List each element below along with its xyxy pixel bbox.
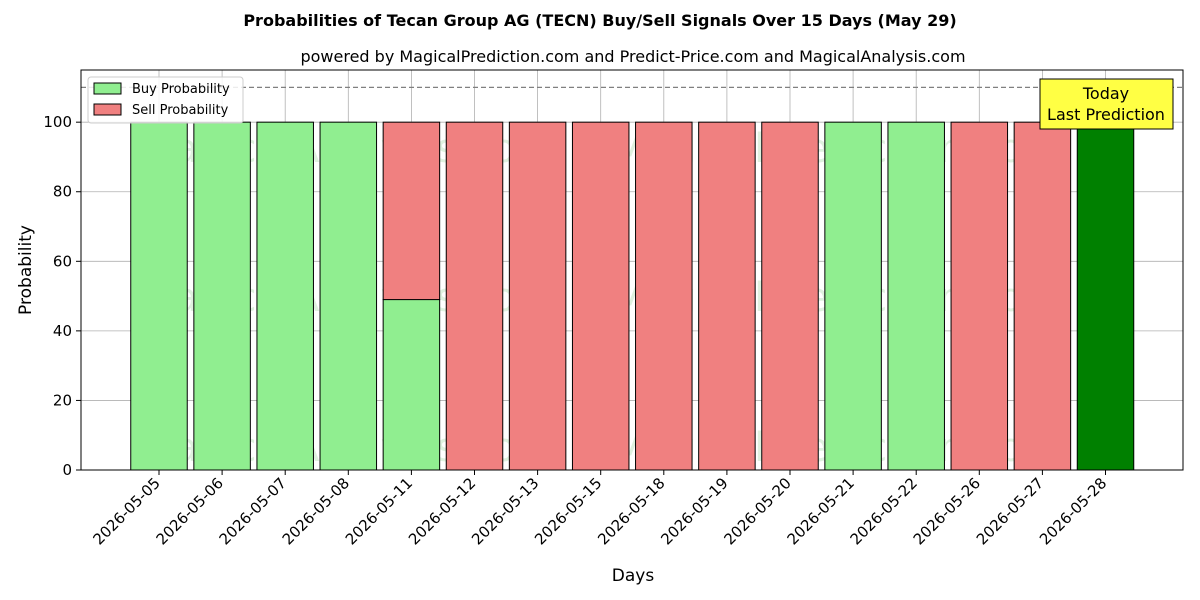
y-tick-label: 0 — [62, 461, 72, 479]
chart-subtitle: powered by MagicalPrediction.com and Pre… — [300, 47, 965, 66]
buy-bar — [130, 121, 188, 471]
y-tick-label: 40 — [53, 322, 72, 340]
x-tick-label: 2026-05-18 — [594, 474, 668, 548]
x-tick-label: 2026-05-11 — [342, 474, 416, 548]
y-tick-label: 100 — [43, 113, 72, 131]
legend-box — [87, 76, 244, 124]
buy-bar — [319, 121, 378, 471]
x-tick-label: 2026-05-19 — [657, 474, 731, 548]
y-axis: 0 20 40 60 80 100 — [43, 113, 81, 479]
buy-bar — [382, 299, 441, 471]
annotation-line-2: Last Prediction — [1047, 105, 1165, 124]
y-tick-label: 20 — [53, 391, 72, 409]
buy-bar — [824, 121, 882, 471]
sell-bar — [508, 121, 567, 471]
y-tick-label: 80 — [53, 183, 72, 201]
sell-bar — [1013, 121, 1072, 471]
annotation-line-1: Today — [1082, 84, 1129, 103]
x-tick-label: 2026-05-12 — [405, 474, 479, 548]
bars-layer — [130, 121, 1135, 471]
sell-bar — [635, 121, 693, 471]
x-tick-label: 2026-05-15 — [531, 474, 605, 548]
sell-bar — [445, 121, 504, 471]
today-annotation: Today Last Prediction — [1039, 78, 1174, 130]
x-tick-label: 2026-05-22 — [847, 474, 921, 548]
sell-bar — [382, 121, 441, 301]
legend-swatch — [93, 103, 122, 116]
x-tick-label: 2026-05-05 — [89, 474, 163, 548]
chart-title: Probabilities of Tecan Group AG (TECN) B… — [243, 11, 956, 30]
buy-bar — [1076, 121, 1135, 471]
x-tick-label: 2026-05-21 — [784, 474, 858, 548]
annotation-box — [1039, 78, 1174, 130]
x-tick-label: 2026-05-27 — [973, 474, 1047, 548]
x-tick-label: 2026-05-06 — [153, 474, 227, 548]
legend-label: Sell Probability — [132, 103, 229, 118]
x-tick-label: 2026-05-08 — [279, 474, 353, 548]
x-tick-label: 2026-05-20 — [720, 474, 794, 548]
x-axis: 2026-05-052026-05-062026-05-072026-05-08… — [89, 470, 1110, 548]
sell-bar — [950, 121, 1009, 471]
legend-swatch — [93, 82, 122, 95]
x-tick-label: 2026-05-07 — [216, 474, 290, 548]
x-tick-label: 2026-05-26 — [910, 474, 984, 548]
buy-bar — [193, 121, 251, 471]
x-tick-label: 2026-05-28 — [1036, 474, 1110, 548]
sell-bar — [761, 121, 819, 471]
plot-frame — [80, 69, 1184, 471]
legend-label: Buy Probability — [132, 82, 230, 97]
y-tick-label: 60 — [53, 252, 72, 270]
y-axis-label: Probability — [16, 225, 36, 315]
legend: Buy Probability Sell Probability — [87, 76, 244, 124]
buy-bar — [256, 121, 314, 471]
buy-bar — [887, 121, 945, 471]
x-axis-label: Days — [612, 566, 655, 586]
sell-bar — [571, 121, 630, 471]
x-tick-label: 2026-05-13 — [468, 474, 542, 548]
sell-bar — [698, 121, 756, 471]
